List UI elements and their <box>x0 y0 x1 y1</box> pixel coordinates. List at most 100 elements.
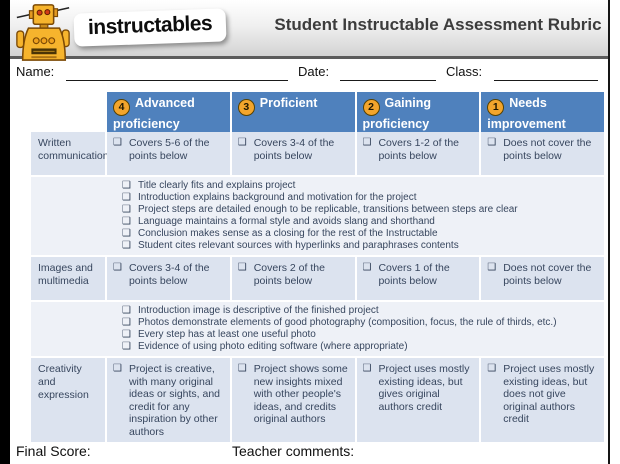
category-row: Images and multimedia ❑ Covers 3-4 of the … <box>31 257 604 300</box>
criteria-text: Covers 2 of the points below <box>253 262 325 287</box>
checklist-text: Every step has at least one useful photo <box>137 329 316 340</box>
checklist-text: Title clearly fits and explains project <box>137 180 296 191</box>
checklist-item: ❑ Photos demonstrate elements of good pho… <box>122 317 598 329</box>
criteria-text: Covers 3-4 of the points below <box>253 137 335 162</box>
checkbox-icon: ❑ <box>122 180 131 191</box>
checkbox-icon: ❑ <box>113 137 122 148</box>
checkbox-icon: ❑ <box>487 363 497 374</box>
checklist-text: Project steps are detailed enough to be … <box>137 204 518 215</box>
criteria-cell: ❑ Does not cover the points below <box>481 257 604 300</box>
column-header-3: 3 Proficient <box>231 92 355 135</box>
checklist-row: ❑ Introduction image is descriptive of th… <box>31 302 604 356</box>
date-blank-line <box>340 64 436 81</box>
column-label: Needs improvement <box>487 96 566 132</box>
rubric-header-row: 4 Advanced proficiency 3 Proficient 2 Gaining… <box>31 92 604 135</box>
final-score-label: Final Score: <box>16 443 91 459</box>
name-blank-line <box>66 64 288 81</box>
checkbox-icon: ❑ <box>122 317 131 328</box>
checklist-item: ❑ Evidence of using photo editing softwar… <box>122 341 598 353</box>
column-header-1: 1 Needs improvement <box>481 92 604 135</box>
criteria-cell: ❑ Covers 1 of the points below <box>356 257 480 300</box>
criteria-text: Covers 3-4 of the points below <box>128 262 210 287</box>
checkbox-icon: ❑ <box>122 228 131 239</box>
criteria-text: Does not cover the points below <box>503 137 592 162</box>
checkbox-icon: ❑ <box>113 262 122 273</box>
score-badge: 1 <box>487 99 505 117</box>
criteria-text: Project shows some new insights mixed wi… <box>253 363 348 426</box>
checkbox-icon: ❑ <box>122 341 131 352</box>
category-label: Images and multimedia <box>31 257 105 300</box>
checkbox-icon: ❑ <box>113 363 122 374</box>
left-letterbox-band <box>0 0 10 464</box>
checkbox-icon: ❑ <box>362 363 372 374</box>
criteria-text: Project uses mostly existing ideas, but … <box>503 363 595 426</box>
name-label: Name: <box>16 64 55 79</box>
checklist-text: Introduction image is descriptive of the… <box>137 305 379 316</box>
checklist-cell: ❑ Title clearly fits and explains project… <box>31 177 604 255</box>
rubric-table: 4 Advanced proficiency 3 Proficient 2 Gaining… <box>31 92 604 442</box>
checkbox-icon: ❑ <box>122 216 131 227</box>
checkbox-icon: ❑ <box>362 137 372 148</box>
category-label: Written communication <box>31 132 109 175</box>
checkbox-icon: ❑ <box>122 240 131 251</box>
checklist-item: ❑ Every step has at least one useful phot… <box>122 329 598 341</box>
header-banner: instructables Student Instructable Asses… <box>10 0 608 61</box>
checkbox-icon: ❑ <box>122 305 131 316</box>
checklist-text: Photos demonstrate elements of good phot… <box>137 317 557 328</box>
checklist-text: Student cites relevant sources with hype… <box>137 240 459 251</box>
header-spacer-cell <box>31 92 105 135</box>
date-label: Date: <box>298 64 330 79</box>
criteria-cell: ❑ Project uses mostly existing ideas, but… <box>481 358 604 442</box>
footer-row: Final Score: Teacher comments: <box>10 440 608 464</box>
column-header-2: 2 Gaining proficiency <box>356 92 480 135</box>
checklist-item: ❑ Title clearly fits and explains project <box>122 180 598 192</box>
criteria-text: Covers 1 of the points below <box>378 262 450 287</box>
category-row: Creativity and expression ❑ Project is cre… <box>31 358 604 442</box>
checkbox-icon: ❑ <box>122 192 131 203</box>
checklist-item: ❑ Student cites relevant sources with hyp… <box>122 240 598 252</box>
criteria-cell: ❑ Project shows some new insights mixed w… <box>231 358 355 442</box>
criteria-text: Covers 1-2 of the points below <box>378 137 460 162</box>
category-row: Written communication ❑ Covers 5-6 of the … <box>31 132 604 175</box>
category-label: Creativity and expression <box>31 358 105 442</box>
checklist-text: Introduction explains background and mot… <box>137 192 417 203</box>
checkbox-icon: ❑ <box>487 262 497 273</box>
class-label: Class: <box>446 64 483 79</box>
criteria-text: Project is creative, with many original … <box>128 363 221 438</box>
checklist-item: ❑ Introduction image is descriptive of th… <box>122 305 598 317</box>
column-label: Proficient <box>259 96 318 110</box>
checkbox-icon: ❑ <box>237 137 247 148</box>
checkbox-icon: ❑ <box>362 262 372 273</box>
criteria-cell: ❑ Project is creative, with many original… <box>107 358 230 442</box>
checklist-item: ❑ Project steps are detailed enough to be… <box>122 204 598 216</box>
criteria-cell: ❑ Covers 3-4 of the points below <box>107 257 230 300</box>
criteria-cell: ❑ Covers 1-2 of the points below <box>356 132 480 175</box>
checklist-cell: ❑ Introduction image is descriptive of th… <box>31 302 604 356</box>
checkbox-icon: ❑ <box>487 137 497 148</box>
checkbox-icon: ❑ <box>237 363 247 374</box>
checklist-text: Evidence of using photo editing software… <box>137 341 408 352</box>
checklist-item: ❑ Conclusion makes sense as a closing for… <box>122 228 598 240</box>
instructables-robot-icon <box>16 4 70 61</box>
criteria-text: Project uses mostly existing ideas, but … <box>378 363 470 413</box>
column-label: Advanced proficiency <box>113 96 195 132</box>
checkbox-icon: ❑ <box>122 329 131 340</box>
class-blank-line <box>494 64 598 81</box>
checkbox-icon: ❑ <box>122 204 131 215</box>
checklist-text: Conclusion makes sense as a closing for … <box>137 228 438 239</box>
page-title: Student Instructable Assessment Rubric <box>274 15 602 34</box>
column-label: Gaining proficiency <box>362 96 432 132</box>
criteria-text: Does not cover the points below <box>503 262 592 287</box>
checklist-item: ❑ Introduction explains background and mo… <box>122 192 598 204</box>
checklist-row: ❑ Title clearly fits and explains project… <box>31 177 604 255</box>
criteria-cell: ❑ Does not cover the points below <box>481 132 604 175</box>
brand-wordmark: instructables <box>73 8 227 47</box>
checklist-item: ❑ Language maintains a formal style and a… <box>122 216 598 228</box>
score-badge: 3 <box>237 99 255 117</box>
criteria-text: Covers 5-6 of the points below <box>128 137 210 162</box>
right-border-line <box>608 0 610 464</box>
checklist-text: Language maintains a formal style and av… <box>137 216 435 227</box>
criteria-cell: ❑ Project uses mostly existing ideas, but… <box>356 358 480 442</box>
checkbox-icon: ❑ <box>237 262 247 273</box>
